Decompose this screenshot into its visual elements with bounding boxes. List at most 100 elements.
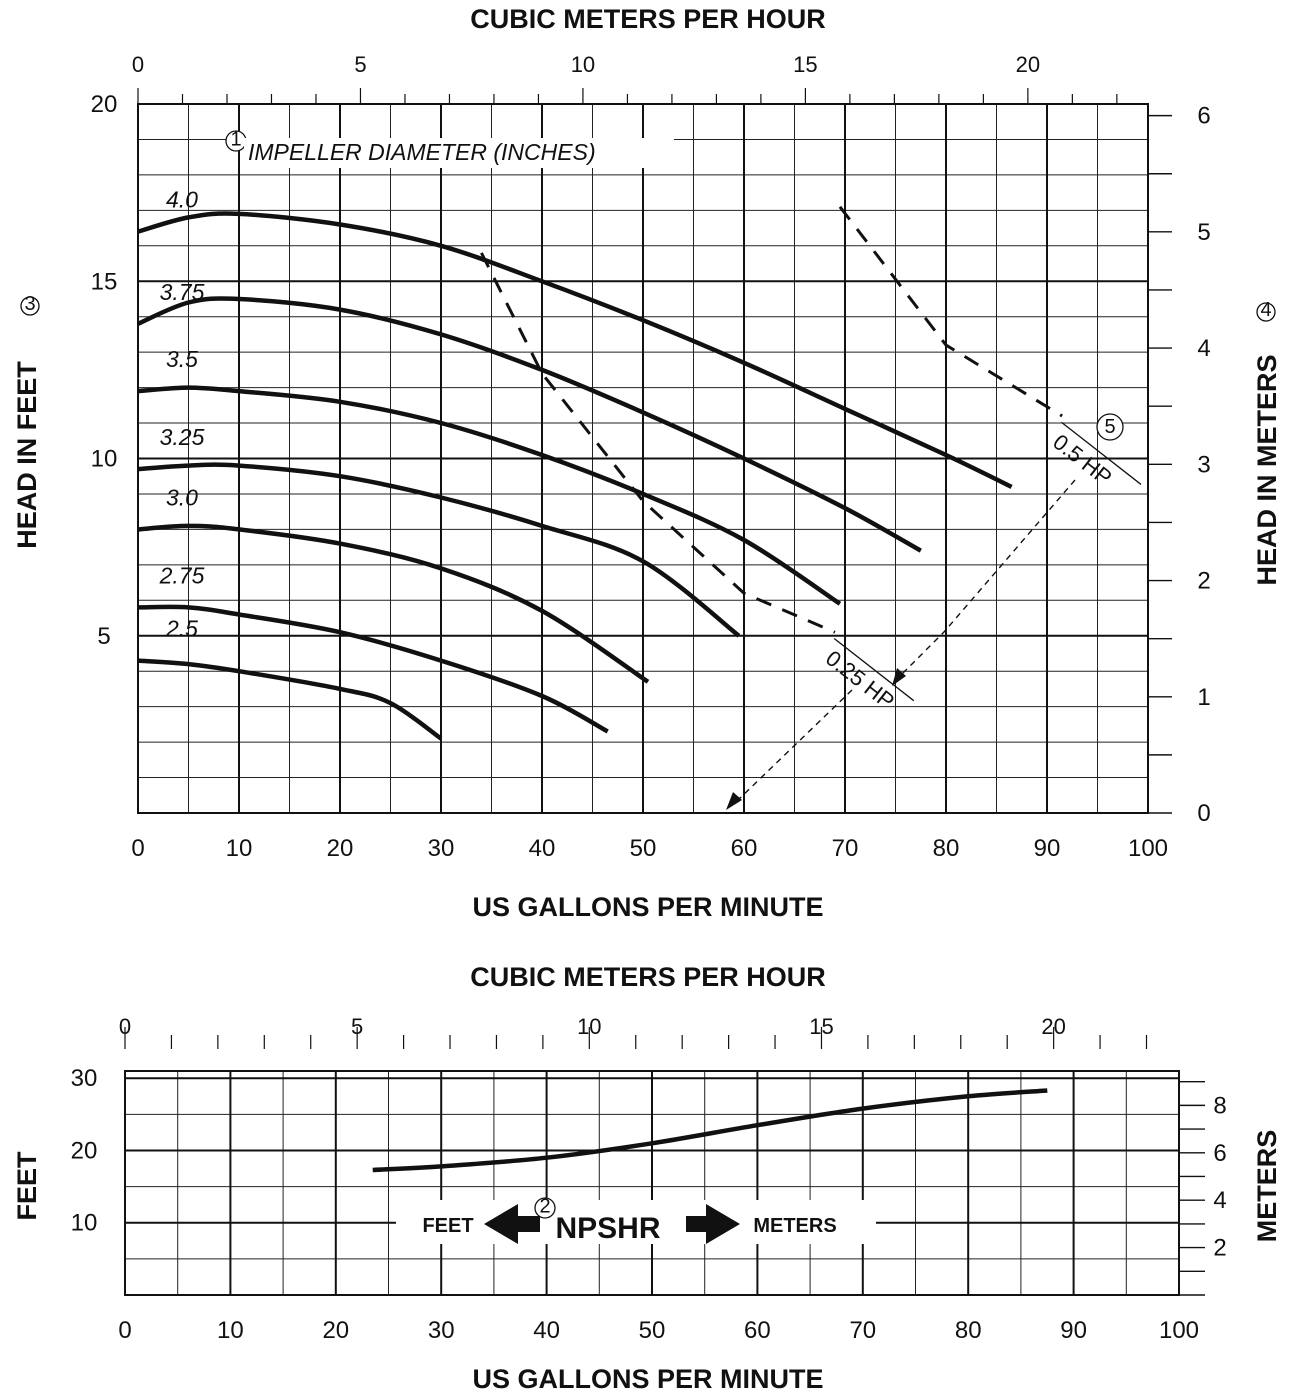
bottom-axis-title: US GALLONS PER MINUTE bbox=[472, 892, 823, 922]
npsh-legend-left-arrow bbox=[484, 1204, 540, 1244]
curve-4.0 bbox=[137, 211, 1013, 489]
npsh-top-axis-tick-label: 10 bbox=[577, 1014, 601, 1039]
npsh-right-axis-title: METERS bbox=[1252, 1130, 1282, 1243]
bottom-axis-tick-label: 50 bbox=[630, 835, 657, 862]
left-axis-tick-label: 5 bbox=[97, 623, 110, 650]
npsh-legend-title: NPSHR bbox=[555, 1212, 660, 1245]
top-axis-tick-label: 20 bbox=[1016, 52, 1040, 77]
right-axis-tick-label: 3 bbox=[1197, 451, 1210, 478]
left-axis-tick-label: 15 bbox=[91, 268, 118, 295]
pointer-line-upper bbox=[899, 479, 1076, 677]
pointer-arrowhead-lower bbox=[726, 792, 742, 810]
npsh-bottom-axis-tick-label: 80 bbox=[955, 1317, 982, 1344]
right-axis-tick-label: 5 bbox=[1197, 219, 1210, 246]
bottom-axis-tick-label: 90 bbox=[1034, 835, 1061, 862]
curve-3.0 bbox=[137, 523, 650, 684]
pointer-line-lower bbox=[737, 689, 853, 801]
npsh-bottom-axis-tick-label: 20 bbox=[322, 1317, 349, 1344]
npsh-bottom-axis-tick-label: 60 bbox=[744, 1317, 771, 1344]
left-axis-marker-circle bbox=[20, 296, 40, 316]
bottom-axis-tick-label: 10 bbox=[226, 835, 253, 862]
curve-3.75 bbox=[137, 296, 922, 553]
bottom-axis-tick-label: 80 bbox=[933, 835, 960, 862]
npsh-legend-marker: 2 bbox=[539, 1196, 550, 1218]
bottom-axis-tick-label: 40 bbox=[529, 835, 556, 862]
curve-label-4.0: 4.0 bbox=[166, 187, 198, 213]
pointer-arrowhead-upper bbox=[892, 668, 906, 686]
right-axis-tick-label: 2 bbox=[1197, 568, 1210, 595]
curve-3.5 bbox=[137, 385, 842, 606]
top-axis-tick-label: 0 bbox=[132, 52, 144, 77]
power-marker-1: 5 bbox=[1104, 416, 1115, 438]
curve-label-3.5: 3.5 bbox=[166, 346, 198, 372]
bottom-axis-tick-label: 100 bbox=[1128, 835, 1168, 862]
top-axis-tick-label: 5 bbox=[354, 52, 366, 77]
curve-label-2.75: 2.75 bbox=[159, 562, 205, 588]
power-label-group-1: 0.5 HP bbox=[1048, 421, 1142, 490]
npsh-bottom-axis-tick-label: 10 bbox=[217, 1317, 244, 1344]
npsh-bottom-axis-tick-label: 40 bbox=[533, 1317, 560, 1344]
npsh-bottom-axis-tick-label: 90 bbox=[1060, 1317, 1087, 1344]
right-axis-tick-label: 1 bbox=[1197, 684, 1210, 711]
npsh-legend-bg bbox=[396, 1200, 876, 1244]
npsh-right-axis-tick-label: 2 bbox=[1213, 1235, 1226, 1262]
plot-frame bbox=[137, 103, 1149, 814]
power-marker-1-circle bbox=[1096, 413, 1124, 441]
npsh-bottom-axis-tick-label: 30 bbox=[428, 1317, 455, 1344]
npsh-bottom-axis-tick-label: 100 bbox=[1159, 1317, 1199, 1344]
right-axis-tick-label: 0 bbox=[1197, 800, 1210, 827]
npsh-bottom-axis-tick-label: 0 bbox=[118, 1317, 131, 1344]
power-label-rule-1 bbox=[1061, 421, 1142, 485]
power-line-0 bbox=[480, 252, 836, 634]
power-label-group-0: 0.25 HP bbox=[821, 637, 915, 714]
npsh-left-axis-tick-label: 10 bbox=[71, 1210, 98, 1237]
curve-label-3.25: 3.25 bbox=[160, 424, 205, 450]
npsh-bottom-axis-tick-label: 70 bbox=[849, 1317, 876, 1344]
bottom-axis-tick-label: 60 bbox=[731, 835, 758, 862]
npsh-plot-frame bbox=[124, 1070, 1180, 1296]
bottom-axis-tick-label: 30 bbox=[428, 835, 455, 862]
npsh-top-axis-tick-label: 0 bbox=[119, 1014, 131, 1039]
power-label-rule-0 bbox=[833, 637, 915, 702]
right-axis-tick-label: 4 bbox=[1197, 335, 1210, 362]
right-axis-marker-circle bbox=[1256, 302, 1276, 322]
npsh-top-axis-tick-label: 5 bbox=[351, 1014, 363, 1039]
bottom-axis-tick-label: 0 bbox=[131, 835, 144, 862]
curve-label-3.0: 3.0 bbox=[166, 484, 198, 510]
npsh-right-axis-tick-label: 6 bbox=[1213, 1140, 1226, 1167]
impeller-annotation: IMPELLER DIAMETER (INCHES) bbox=[248, 139, 596, 165]
right-axis-title: HEAD IN METERS bbox=[1252, 354, 1282, 585]
bottom-axis-tick-label: 70 bbox=[832, 835, 859, 862]
top-axis-tick-label: 15 bbox=[793, 52, 817, 77]
left-axis-marker: 3 bbox=[24, 293, 35, 315]
npsh-bottom-axis-tick-label: 50 bbox=[639, 1317, 666, 1344]
npshr-curve bbox=[372, 1088, 1048, 1173]
curve-2.5 bbox=[137, 658, 443, 741]
npsh-left-axis-tick-label: 30 bbox=[71, 1065, 98, 1092]
top-axis-title: CUBIC METERS PER HOUR bbox=[470, 4, 826, 34]
npsh-right-axis-tick-label: 8 bbox=[1213, 1092, 1226, 1119]
npsh-legend-feet-label: FEET bbox=[422, 1215, 473, 1237]
power-line-1 bbox=[838, 205, 1063, 418]
annotation-marker: 1 bbox=[230, 129, 241, 151]
annotation-bg bbox=[244, 138, 674, 168]
npsh-top-axis-tick-label: 20 bbox=[1041, 1014, 1065, 1039]
npsh-right-axis-tick-label: 4 bbox=[1213, 1187, 1226, 1214]
npsh-top-axis-title: CUBIC METERS PER HOUR bbox=[470, 962, 826, 992]
left-axis-title: HEAD IN FEET bbox=[12, 361, 42, 549]
npsh-bottom-axis-title: US GALLONS PER MINUTE bbox=[472, 1364, 823, 1394]
left-axis-tick-label: 10 bbox=[91, 446, 118, 473]
npsh-top-axis-tick-label: 15 bbox=[809, 1014, 833, 1039]
right-axis-tick-label: 6 bbox=[1197, 103, 1210, 130]
npsh-legend-meters-label: METERS bbox=[753, 1215, 836, 1237]
top-axis-tick-label: 10 bbox=[571, 52, 595, 77]
curve-label-2.5: 2.5 bbox=[165, 616, 198, 642]
curve-3.25 bbox=[137, 462, 741, 638]
npsh-legend-marker-circle bbox=[534, 1197, 556, 1219]
left-axis-tick-label: 20 bbox=[91, 91, 118, 118]
curve-2.75 bbox=[137, 604, 609, 734]
npsh-legend-right-arrow bbox=[686, 1204, 740, 1244]
npsh-left-axis-tick-label: 20 bbox=[71, 1137, 98, 1164]
right-axis-marker: 4 bbox=[1260, 299, 1271, 321]
